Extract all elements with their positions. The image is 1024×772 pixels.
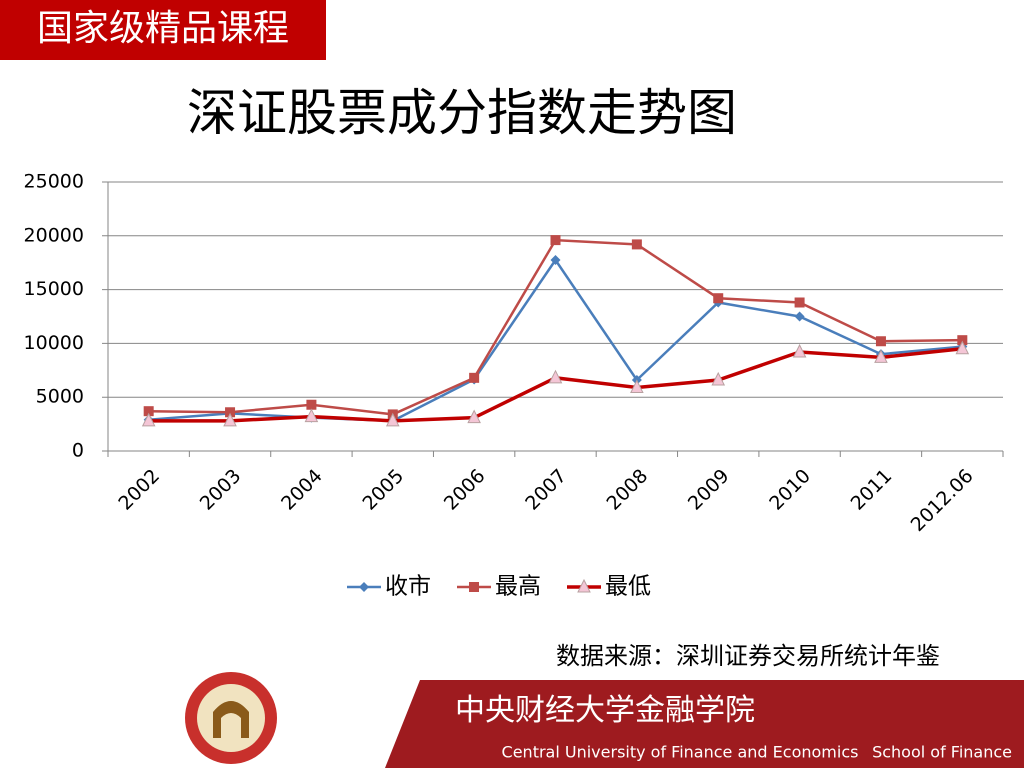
marker <box>306 399 317 410</box>
marker <box>875 336 886 347</box>
logo-emblem <box>213 701 249 738</box>
legend-label: 最高 <box>495 574 541 600</box>
y-tick-label: 15000 <box>24 278 84 300</box>
marker <box>225 407 236 418</box>
series <box>141 340 970 427</box>
x-tick-label: 2010 <box>765 465 815 515</box>
line <box>148 238 963 416</box>
marker <box>223 412 237 427</box>
marker <box>630 379 644 394</box>
marker <box>550 235 561 246</box>
y-tick-label: 0 <box>72 440 84 462</box>
marker <box>794 297 805 308</box>
marker <box>957 335 968 346</box>
marker <box>711 371 726 386</box>
x-tick-label: 2003 <box>196 465 246 515</box>
logo-inner <box>197 684 265 752</box>
x-tick-label: 2005 <box>358 465 408 515</box>
legend-label: 最低 <box>605 574 651 600</box>
department: School of Finance <box>872 743 1012 762</box>
marker <box>794 311 805 322</box>
x-tick-label: 2008 <box>603 465 653 515</box>
header-title: 国家级精品课程 <box>37 8 289 49</box>
marker <box>713 293 724 304</box>
marker <box>955 340 970 355</box>
y-tick-label: 5000 <box>36 386 84 408</box>
x-tick-label: 2012.06 <box>907 465 978 536</box>
series <box>143 235 968 420</box>
marker <box>467 409 481 424</box>
x-tick-label: 2009 <box>684 465 734 515</box>
x-tick-label: 2004 <box>277 465 327 515</box>
marker <box>469 372 480 383</box>
x-tick-label: 2011 <box>847 465 897 515</box>
series <box>143 255 968 426</box>
x-tick-label: 2007 <box>521 465 571 515</box>
marker <box>143 406 154 417</box>
footer: 中央财经大学金融学院 Central University of Finance… <box>185 672 1024 768</box>
school-en: Central University of Finance and Econom… <box>502 743 859 762</box>
marker <box>304 408 319 423</box>
header-box <box>0 0 326 60</box>
y-tick-label: 10000 <box>24 332 84 354</box>
marker <box>359 582 369 592</box>
legend-label: 收市 <box>385 574 431 600</box>
marker <box>577 578 591 593</box>
legend-item: 最高 <box>457 574 541 600</box>
source-note: 数据来源：深圳证券交易所统计年鉴 <box>556 642 940 670</box>
marker <box>548 369 563 384</box>
footer-band <box>385 680 1024 768</box>
marker <box>385 412 400 427</box>
legend-item: 收市 <box>347 574 431 600</box>
y-tick-label: 25000 <box>24 171 84 193</box>
y-tick-label: 20000 <box>24 224 84 246</box>
marker <box>141 412 156 427</box>
marker <box>469 582 479 592</box>
line <box>148 347 963 423</box>
chart-title: 深证股票成分指数走势图 <box>187 84 737 142</box>
x-tick-label: 2006 <box>440 465 490 515</box>
x-tick-label: 2002 <box>114 465 164 515</box>
marker <box>874 349 888 363</box>
marker <box>550 255 561 266</box>
legend-item: 最低 <box>567 574 651 600</box>
marker <box>631 239 642 250</box>
marker <box>792 343 807 358</box>
school-cn: 中央财经大学金融学院 <box>455 693 755 728</box>
